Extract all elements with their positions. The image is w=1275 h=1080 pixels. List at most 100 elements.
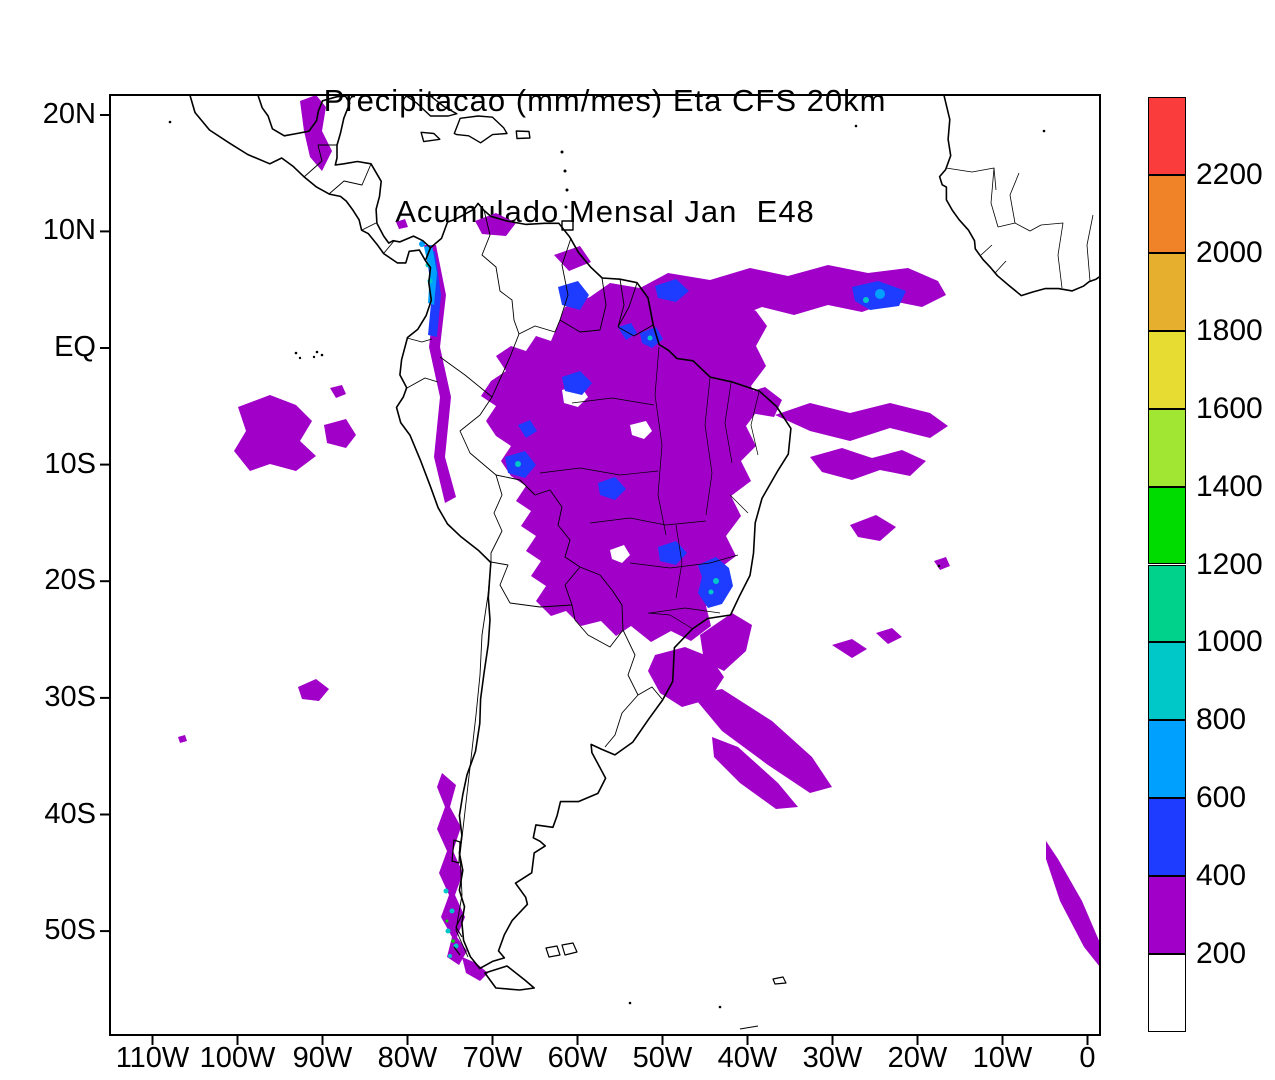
border-peru-bolivia [490,474,503,562]
precip-panama-speck [396,219,408,229]
central-america-pacific-coastline [189,95,427,264]
border-ecuador-peru [406,377,439,389]
border-guatemala [303,144,337,178]
galapagos-islands [312,350,324,359]
ocean-specks [168,120,1046,1009]
colorbar-label: 1600 [1196,391,1263,425]
falkland-islands [545,942,578,958]
colorbar-label: 1200 [1196,547,1263,581]
plot-title: Precipitacao (mm/mes) Eta CFS 20km Acumu… [110,8,1100,304]
precip-guyana-coast [554,246,591,271]
colorbar-segment [1148,720,1186,799]
precip-southwest-blob [298,679,329,701]
colorbar-label: 1400 [1196,469,1263,503]
colorbar-label: 400 [1196,859,1247,893]
map-clipped-content [168,95,1100,1030]
precip-green-specks [445,919,455,943]
colorbar-segment [1148,954,1186,1032]
central-america-caribbean-coastline [257,95,432,249]
colorbar-label: 1000 [1196,625,1263,659]
south-georgia-island [772,976,787,985]
x-tick-label: 40W [717,1042,778,1074]
lesser-antilles-islands [560,150,569,209]
border-argentina-chile [455,561,492,958]
precip-offshore-streak-1 [692,689,832,793]
colorbar-segment [1148,97,1186,175]
precip-andes-strip [424,245,456,503]
tierra-del-fuego-island [484,965,535,991]
x-tick-label: 20W [887,1042,948,1074]
y-tick-label: 10S [44,447,96,480]
brazil-state-borders [539,346,760,630]
colorbar-segment [1148,876,1186,955]
colorbar [1148,97,1186,1032]
colorbar-segment [1148,408,1186,487]
x-tick-label: 90W [292,1042,353,1074]
jamaica-island [420,131,441,143]
colorbar-label: 200 [1196,937,1247,971]
precip-cyan-specks [425,262,869,958]
colorbar-segment [1148,252,1186,331]
x-tick-label: 70W [462,1042,523,1074]
x-tick-label: 50W [632,1042,693,1074]
south-america-coastline [395,202,792,970]
precip-pacific-blob-2 [324,419,356,448]
colorbar-label: 2000 [1196,235,1263,269]
y-tick-label: 50S [44,914,96,947]
precip-tiny-dot [178,735,187,743]
precip-amazon-core [481,297,767,642]
precip-atlantic-patch-2 [810,448,926,480]
hispaniola-island [453,115,508,144]
y-tick-label: 20N [42,98,96,130]
x-tick-label: 110W [115,1042,190,1074]
patagonia-islet-strokes [453,914,759,1030]
cuba-island [403,95,458,117]
colorbar-segment [1148,798,1186,877]
y-tick-label: EQ [54,331,96,363]
precip-offshore-streak-2 [712,737,798,809]
border-honduras [328,163,372,195]
x-tick-label: 10W [972,1042,1033,1074]
y-tick-label: 10N [42,214,96,247]
border-bolivia-argentina [509,602,573,608]
precip-atlantic-patch-1 [775,403,948,441]
precip-ne-brazil [740,387,782,417]
plot-title-line1: Precipitacao (mm/mes) Eta CFS 20km [323,83,887,118]
border-colombia-ecuador [406,337,433,343]
precip-pacific-blob-3 [330,385,346,398]
colorbar-label: 1800 [1196,313,1263,347]
border-peru-colombia [439,356,493,398]
colorbar-segment [1148,486,1186,565]
colorbar-label: 2200 [1196,157,1263,191]
precip-offshore-small-2 [876,628,902,644]
y-tick-label: 40S [44,797,96,830]
map-frame [109,94,1101,1036]
x-axis-ticks [151,1035,1089,1045]
precip-offshore-small-1 [832,639,867,658]
border-brazil-argentina-uruguay [604,629,663,748]
precip-atlantic-patch-3 [850,515,896,541]
colorbar-label: 600 [1196,781,1247,815]
plot-title-line2: Acumulado Mensal Jan E48 [395,194,815,229]
colorbar-segment [1148,174,1186,253]
x-tick-label: 30W [802,1042,863,1074]
x-tick-label: 0 [1079,1042,1096,1074]
precip-venezuela-coast [475,213,516,236]
precip-patagonia-spur [462,957,488,981]
border-costa-rica-panama [361,222,395,254]
colorbar-segment [1148,642,1186,721]
coastline-layer [189,95,1100,1030]
colorbar-segment [1148,564,1186,643]
chiloe-island [451,839,461,864]
border-north-brazil [518,319,654,337]
border-bolivia-paraguay [564,566,581,606]
precip-lightblue-cells [419,241,885,305]
precip-patagonia-band [437,773,467,965]
border-peru-brazil [459,396,497,476]
west-africa-borders [945,167,1094,289]
y-tick-label: 30S [44,680,96,713]
border-guyanas [559,237,638,331]
border-colombia-brazil [491,333,520,398]
precip-bottomright-sliver [1046,841,1100,967]
puerto-rico-island [515,130,531,140]
